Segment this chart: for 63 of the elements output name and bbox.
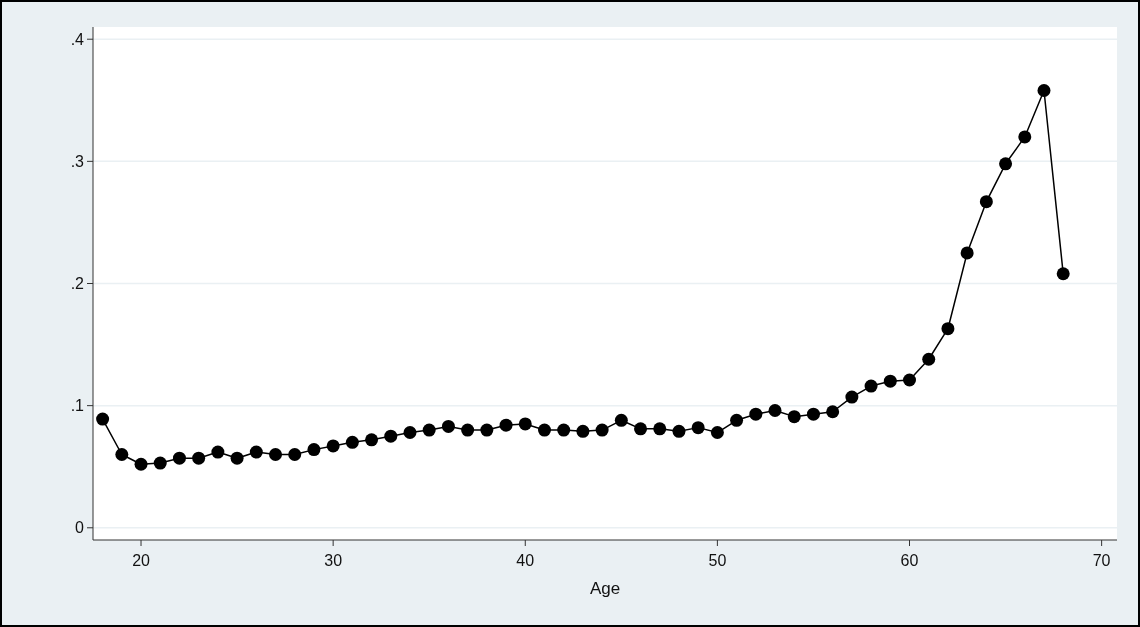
point [691, 421, 705, 435]
point [634, 422, 648, 436]
point [96, 412, 110, 426]
point [826, 405, 840, 419]
point [172, 451, 186, 465]
point [249, 445, 263, 459]
point [365, 433, 379, 447]
point [730, 413, 744, 427]
x-axis-title: Age [589, 579, 621, 598]
y-tick-label: .4 [70, 30, 85, 48]
point [326, 439, 340, 453]
point [595, 423, 609, 437]
y-tick-label: 0 [75, 519, 85, 537]
point [806, 407, 820, 421]
x-tick-label: 60 [900, 552, 919, 569]
point [845, 390, 859, 404]
point [941, 322, 955, 336]
point [441, 419, 455, 433]
point [499, 418, 513, 432]
point [557, 423, 571, 437]
point [134, 457, 148, 471]
point [403, 426, 417, 440]
point [672, 424, 686, 438]
point [883, 374, 897, 388]
point [288, 448, 302, 461]
point [518, 417, 532, 431]
y-tick-label: .3 [70, 152, 85, 170]
point [787, 410, 801, 424]
x-tick-label: 30 [324, 552, 343, 569]
point [903, 373, 917, 387]
point [153, 456, 167, 470]
point [749, 407, 763, 421]
point [384, 429, 398, 443]
point [922, 352, 936, 366]
point [537, 423, 551, 437]
point [192, 451, 206, 465]
point [979, 195, 993, 209]
point [710, 426, 724, 440]
point [480, 423, 494, 437]
point [115, 448, 129, 461]
point [960, 246, 974, 260]
point [864, 379, 878, 393]
point [576, 424, 590, 438]
point [211, 445, 225, 459]
y-tick-label: .2 [70, 275, 85, 293]
point [1037, 84, 1051, 98]
point [768, 404, 782, 418]
point [307, 443, 321, 457]
x-tick-label: 40 [516, 552, 535, 569]
point [1018, 130, 1032, 144]
x-tick-label: 70 [1092, 552, 1111, 569]
point [345, 435, 359, 449]
point [422, 423, 436, 437]
point [1056, 267, 1070, 281]
point [461, 423, 475, 437]
x-tick-label: 20 [132, 552, 151, 569]
y-tick-label: .1 [70, 397, 85, 415]
point [269, 448, 283, 461]
point [230, 451, 244, 465]
point [614, 413, 628, 427]
x-tick-label: 50 [708, 552, 727, 569]
point [999, 157, 1013, 171]
point [653, 422, 667, 436]
